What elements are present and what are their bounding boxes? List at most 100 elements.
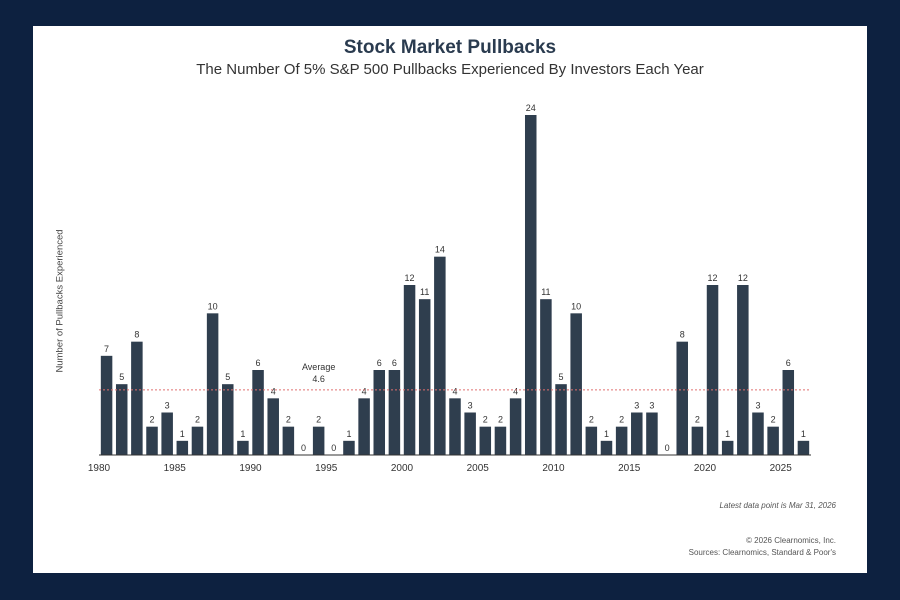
bar-2014 bbox=[615, 426, 628, 455]
value-label-1986: 2 bbox=[195, 415, 200, 425]
bar-2009 bbox=[540, 299, 552, 455]
value-label-2004: 3 bbox=[468, 401, 473, 411]
value-label-1989: 1 bbox=[240, 429, 245, 439]
value-label-2024: 2 bbox=[771, 415, 776, 425]
value-label-1998: 6 bbox=[377, 358, 382, 368]
value-label-2014: 2 bbox=[619, 415, 624, 425]
value-label-2025: 6 bbox=[786, 358, 791, 368]
chart-title: Stock Market Pullbacks bbox=[343, 37, 557, 58]
bar-1981 bbox=[115, 384, 128, 455]
value-label-2009: 11 bbox=[541, 287, 550, 297]
value-label-1990: 6 bbox=[256, 358, 261, 368]
value-label-2002: 14 bbox=[435, 245, 445, 255]
value-label-1982: 8 bbox=[134, 330, 139, 340]
bar-1996 bbox=[343, 440, 355, 455]
bar-2001 bbox=[418, 299, 431, 455]
value-label-1995: 0 bbox=[331, 443, 336, 453]
bar-1982 bbox=[131, 341, 143, 455]
bar-2016 bbox=[646, 412, 658, 455]
bar-1987 bbox=[206, 313, 219, 455]
bar-1999 bbox=[388, 370, 401, 455]
value-label-1981: 5 bbox=[119, 372, 124, 382]
value-label-2021: 1 bbox=[725, 429, 730, 439]
value-label-1999: 6 bbox=[392, 358, 397, 368]
value-label-2023: 3 bbox=[755, 401, 760, 411]
bar-2019 bbox=[691, 426, 704, 455]
value-label-1996: 1 bbox=[346, 429, 351, 439]
bar-1994 bbox=[312, 426, 325, 455]
value-label-2010: 5 bbox=[559, 372, 564, 382]
bar-2023 bbox=[752, 412, 764, 455]
x-tick-label-1980: 1980 bbox=[88, 463, 111, 474]
bar-1988 bbox=[222, 384, 234, 455]
value-label-1992: 2 bbox=[286, 415, 291, 425]
value-label-2008: 24 bbox=[526, 103, 536, 113]
x-tick-label-2010: 2010 bbox=[542, 463, 565, 474]
value-label-2020: 12 bbox=[708, 273, 718, 283]
x-tick-label-2020: 2020 bbox=[694, 463, 717, 474]
bar-1990 bbox=[252, 370, 264, 455]
value-label-2006: 2 bbox=[498, 415, 503, 425]
bar-1991 bbox=[267, 398, 279, 455]
bar-1980 bbox=[100, 355, 113, 455]
bar-2008 bbox=[524, 115, 537, 455]
x-tick-label-2000: 2000 bbox=[391, 463, 414, 474]
value-label-2026: 1 bbox=[801, 429, 806, 439]
bar-1986 bbox=[191, 426, 204, 455]
bar-2000 bbox=[403, 285, 416, 455]
value-label-2003: 4 bbox=[452, 386, 457, 396]
value-label-1997: 4 bbox=[362, 386, 367, 396]
value-label-1991: 4 bbox=[271, 386, 276, 396]
bar-2007 bbox=[509, 398, 522, 455]
value-label-2005: 2 bbox=[483, 415, 488, 425]
value-label-2018: 8 bbox=[680, 330, 685, 340]
value-label-2001: 11 bbox=[420, 287, 429, 297]
copyright-note: © 2026 Clearnomics, Inc. bbox=[746, 536, 836, 545]
value-label-1993: 0 bbox=[301, 443, 306, 453]
value-label-2016: 3 bbox=[649, 401, 654, 411]
value-label-2015: 3 bbox=[634, 401, 639, 411]
sources-note: Sources: Clearnomics, Standard & Poor's bbox=[688, 548, 836, 557]
bar-1984 bbox=[161, 412, 173, 455]
chart-card: Stock Market Pullbacks The Number Of 5% … bbox=[33, 26, 867, 573]
bar-2025 bbox=[782, 370, 795, 455]
value-label-2011: 10 bbox=[571, 301, 581, 311]
bar-2012 bbox=[585, 426, 598, 455]
x-tick-label-2015: 2015 bbox=[618, 463, 641, 474]
bar-1989 bbox=[237, 440, 249, 455]
value-label-1988: 5 bbox=[225, 372, 230, 382]
bar-2013 bbox=[600, 440, 613, 455]
bar-2021 bbox=[721, 440, 734, 455]
bar-1983 bbox=[146, 426, 158, 455]
bar-2022 bbox=[737, 285, 749, 455]
value-label-2022: 12 bbox=[738, 273, 748, 283]
bar-2004 bbox=[464, 412, 476, 455]
value-label-2013: 1 bbox=[604, 429, 609, 439]
average-value-label: 4.6 bbox=[312, 374, 325, 384]
chart-subtitle: The Number Of 5% S&P 500 Pullbacks Exper… bbox=[196, 61, 704, 78]
value-label-1994: 2 bbox=[316, 415, 321, 425]
bar-2010 bbox=[555, 384, 567, 455]
bar-2005 bbox=[479, 426, 492, 455]
bar-2024 bbox=[767, 426, 779, 455]
bar-1998 bbox=[373, 370, 386, 455]
bar-2011 bbox=[570, 313, 582, 455]
value-label-1985: 1 bbox=[180, 429, 185, 439]
value-label-1987: 10 bbox=[208, 301, 218, 311]
bar-2018 bbox=[676, 341, 688, 455]
bar-1985 bbox=[176, 440, 189, 455]
bar-1997 bbox=[358, 398, 370, 455]
bar-2020 bbox=[706, 285, 719, 455]
average-label: Average bbox=[302, 362, 335, 372]
value-label-1984: 3 bbox=[165, 401, 170, 411]
bar-2003 bbox=[449, 398, 461, 455]
bar-2006 bbox=[494, 426, 507, 455]
bar-2015 bbox=[631, 412, 643, 455]
value-label-1980: 7 bbox=[104, 344, 109, 354]
bar-1992 bbox=[282, 426, 295, 455]
value-label-2017: 0 bbox=[665, 443, 670, 453]
x-tick-label-2005: 2005 bbox=[467, 463, 490, 474]
x-tick-label-2025: 2025 bbox=[770, 463, 793, 474]
latest-data-note: Latest data point is Mar 31, 2026 bbox=[719, 501, 836, 510]
value-label-2007: 4 bbox=[513, 386, 518, 396]
